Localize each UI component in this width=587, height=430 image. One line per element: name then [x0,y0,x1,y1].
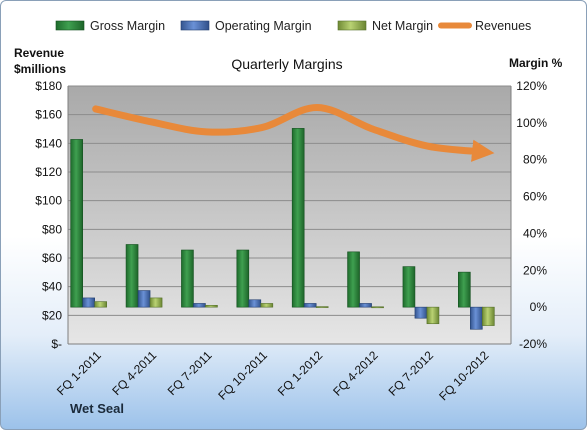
right-tick-label: 0% [530,300,548,314]
gridlines [68,85,511,316]
operating-margin-bar [359,303,372,308]
left-tick-label: $40 [42,280,62,294]
gross-margin-bar [236,249,250,308]
gross-margin-bar [458,271,471,308]
revenues-legend-label: Revenues [475,19,531,33]
left-tick-label: $100 [35,194,62,208]
left-tick-label: $- [51,337,62,351]
operating-margin-bar [137,290,151,308]
category-label: FQ 4-2012 [330,348,381,399]
left-axis-label-line1: Revenue [14,46,64,60]
left-tick-label: $80 [42,222,62,236]
category-label: FQ 7-2011 [165,348,215,398]
net-margin-bar [94,301,107,308]
left-tick-label: $60 [42,251,62,265]
net-margin-legend-swatch [337,20,367,31]
left-tick-label: $180 [35,79,62,93]
operating-margin-bar [82,297,95,308]
revenue-line-group [92,103,495,162]
right-tick-label: 20% [523,263,547,277]
gross-margin-bar [181,249,194,308]
left-axis-label-line2: $millions [14,62,66,76]
net-margin-bar [149,297,163,308]
category-label: FQ 10-2012 [436,348,491,403]
right-tick-label: 80% [523,153,547,167]
gross-margin-legend-swatch [55,20,85,31]
gross-margin-bar [70,139,83,308]
operating-margin-bar [193,303,206,308]
net-margin-bar [482,306,495,326]
gross-margin-bar [291,128,305,308]
revenue-line [92,103,495,162]
right-tick-label: 60% [523,190,547,204]
operating-margin-legend-label: Operating Margin [215,19,312,33]
left-tick-label: $140 [35,136,62,150]
gross-margin-legend-label: Gross Margin [90,19,165,33]
category-label: FQ 4-2011 [109,348,159,398]
gross-margin-bar [125,244,139,308]
left-tick-label: $120 [35,165,62,179]
operating-margin-bar [248,299,262,308]
left-tick-label: $160 [35,108,62,122]
net-margin-bar [315,306,329,308]
operating-margin-bar [470,306,483,330]
left-tick-label: $20 [42,308,62,322]
category-label: FQ 10-2011 [215,348,270,403]
operating-margin-legend-swatch [180,20,210,31]
right-tick-label: 120% [516,79,547,93]
net-margin-legend-label: Net Margin [372,19,433,33]
net-margin-bar [260,303,274,308]
category-label: FQ 7-2012 [386,348,437,399]
net-margin-bar [205,304,218,308]
category-label: FQ 1-2011 [54,348,104,398]
bars [70,128,495,330]
right-tick-label: 100% [516,116,547,130]
category-label: FQ 1-2012 [275,348,326,399]
chart-title: Quarterly Margins [231,56,342,72]
legend: Gross Margin Operating Margin Net Margin Re… [55,19,531,33]
net-margin-bar [371,306,384,309]
operating-margin-bar [414,306,428,319]
net-margin-bar [426,306,440,325]
right-tick-label: 40% [523,226,547,240]
gross-margin-bar [402,266,416,308]
gross-margin-bar [347,251,360,308]
right-tick-label: -20% [519,337,547,351]
right-axis-label: Margin % [509,56,563,70]
operating-margin-bar [303,303,317,308]
company-name: Wet Seal [70,401,124,416]
